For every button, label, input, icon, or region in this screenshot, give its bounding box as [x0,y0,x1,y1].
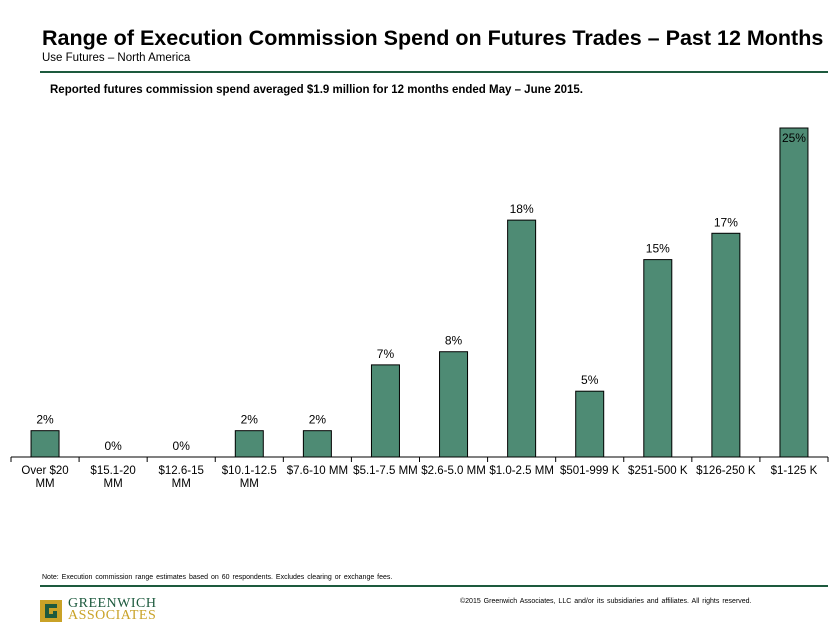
chart-headline: Reported futures commission spend averag… [50,84,583,96]
data-label: 7% [377,347,395,361]
x-tick-label: $1-125 K [771,465,818,477]
data-label: 0% [173,439,191,453]
bar [302,430,332,458]
bar [439,351,469,458]
x-tick-label: MM [104,478,123,490]
bar [575,390,605,458]
x-tick-label: $2.6-5.0 MM [421,465,486,477]
bar [711,232,741,458]
x-tick-label: $7.6-10 MM [287,465,348,477]
data-label: 5% [581,373,599,387]
data-label: 2% [309,413,327,427]
data-label: 15% [646,242,670,256]
bar [30,430,60,458]
bar [779,127,809,458]
x-tick-label: $1.0-2.5 MM [489,465,554,477]
data-label: 2% [36,413,54,427]
bar [370,364,400,458]
data-label: 0% [104,439,122,453]
x-tick-label: $501-999 K [560,465,620,477]
x-tick-label: Over $20 [21,465,68,477]
x-tick-label: MM [240,478,259,490]
greenwich-logo-icon [40,600,62,622]
x-tick-label: $15.1-20 [90,465,135,477]
footer-rule [40,585,828,587]
x-tick-label: $5.1-7.5 MM [353,465,418,477]
copyright: ©2015 Greenwich Associates, LLC and/or i… [460,598,752,605]
data-label: 8% [445,334,463,348]
logo-line-2: ASSOCIATES [68,608,157,623]
logo-line-1: GREENWICH [68,596,157,611]
bar-chart: 2%Over $20MM0%$15.1-20MM0%$12.6-15MM2%$1… [10,127,829,490]
logo-wordmark: GREENWICH ASSOCIATES [68,596,157,623]
x-tick-label: $251-500 K [628,465,688,477]
bar [643,259,673,458]
footnote: Note: Execution commission range estimat… [42,574,393,581]
data-label: 25% [782,131,806,145]
header-rule [40,71,828,73]
data-label: 17% [714,215,738,229]
data-label: 18% [510,202,534,216]
x-tick-label: $126-250 K [696,465,756,477]
x-tick-label: $10.1-12.5 [222,465,277,477]
chart-subtitle: Use Futures – North America [42,52,191,64]
x-tick-label: MM [35,478,54,490]
x-tick-label: $12.6-15 [159,465,204,477]
bar [234,430,264,458]
chart-title: Range of Execution Commission Spend on F… [42,26,824,50]
bar [507,219,537,458]
x-tick-label: MM [172,478,191,490]
data-label: 2% [241,413,259,427]
